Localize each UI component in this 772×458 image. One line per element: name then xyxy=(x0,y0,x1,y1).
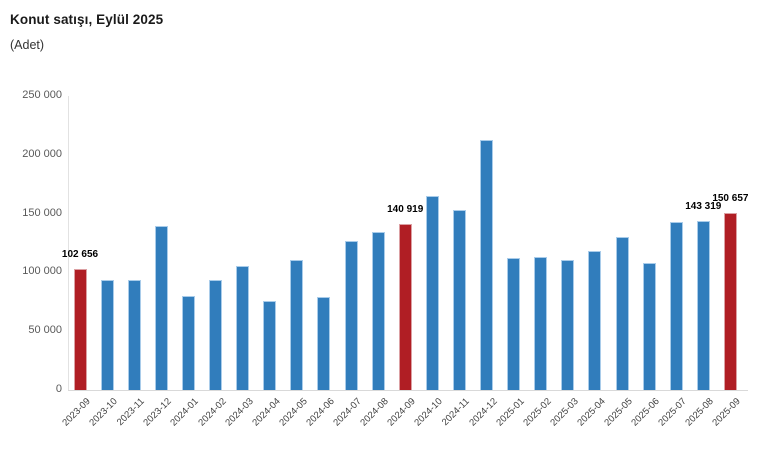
y-axis-line xyxy=(68,96,69,391)
x-axis-line xyxy=(68,390,748,391)
bar-2023-11[interactable] xyxy=(127,280,141,390)
bar-2025-03[interactable] xyxy=(561,260,575,390)
bar-2023-12[interactable] xyxy=(154,226,168,390)
bar-2025-04[interactable] xyxy=(588,251,602,390)
bar-2025-07[interactable] xyxy=(669,222,683,390)
y-tick-label: 200 000 xyxy=(22,147,62,160)
bar-2024-05[interactable] xyxy=(290,260,304,390)
bar-2025-05[interactable] xyxy=(615,237,629,390)
y-tick-label: 0 xyxy=(55,383,62,395)
bar-2024-11[interactable] xyxy=(452,210,466,390)
bar-2024-02[interactable] xyxy=(209,280,222,390)
bar-2025-02[interactable] xyxy=(534,257,548,390)
y-tick-label: 50 000 xyxy=(28,324,62,337)
bar-2024-07[interactable] xyxy=(344,241,358,390)
bar-value-label-2025-09: 150 657 xyxy=(712,193,749,204)
y-tick-label: 250 000 xyxy=(22,89,62,101)
bar-2024-08[interactable] xyxy=(371,232,385,390)
bar-2025-09[interactable] xyxy=(723,213,737,390)
bar-2024-10[interactable] xyxy=(425,196,439,390)
y-tick-label: 150 000 xyxy=(22,206,62,219)
bar-2023-10[interactable] xyxy=(100,280,114,390)
chart-unit-label: (Adet) xyxy=(10,38,45,52)
chart-title: Konut satışı, Eylül 2025 xyxy=(10,12,164,27)
bar-2024-01[interactable] xyxy=(181,296,195,390)
bar-2025-08[interactable] xyxy=(696,221,710,390)
bar-2024-03[interactable] xyxy=(236,266,250,390)
bar-2025-01[interactable] xyxy=(507,258,521,390)
bar-value-label-2024-09: 140 919 xyxy=(387,204,424,215)
plot-area xyxy=(68,96,748,390)
bar-2024-09[interactable] xyxy=(398,224,412,390)
bar-2024-04[interactable] xyxy=(263,301,277,390)
bar-2023-09[interactable] xyxy=(73,269,87,390)
bar-2025-06[interactable] xyxy=(642,263,656,390)
y-tick-label: 100 000 xyxy=(22,265,62,278)
bar-2024-12[interactable] xyxy=(480,140,493,390)
bar-value-label-2025-08: 143 319 xyxy=(685,201,722,212)
bar-2024-06[interactable] xyxy=(317,297,331,390)
bar-value-label-2023-09: 102 656 xyxy=(61,249,99,260)
